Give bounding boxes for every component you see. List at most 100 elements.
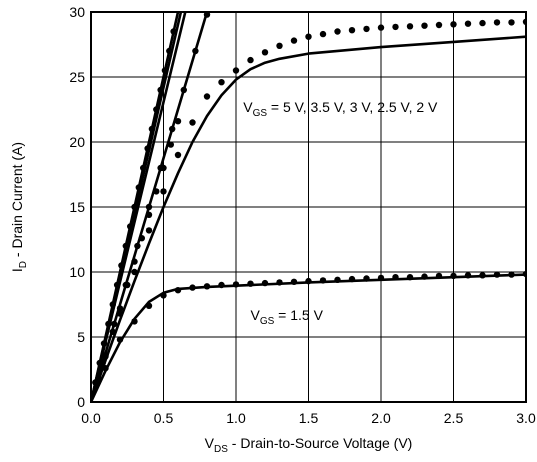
series-point xyxy=(169,125,176,133)
series-point xyxy=(134,242,141,250)
y-tick-label: 0 xyxy=(77,394,85,410)
series-point xyxy=(305,33,312,40)
series-point xyxy=(508,271,515,278)
series-point xyxy=(145,302,153,309)
series-point xyxy=(450,272,457,280)
series-point xyxy=(276,279,283,286)
series-point xyxy=(192,47,199,55)
x-tick-label: 1.0 xyxy=(226,410,246,426)
series-point xyxy=(334,28,341,35)
series-point xyxy=(406,23,414,30)
plot-frame xyxy=(90,11,527,403)
series-point xyxy=(102,365,109,372)
series-point xyxy=(305,277,312,285)
y-tick-label: 20 xyxy=(69,134,85,150)
series-point xyxy=(116,336,124,343)
series-point xyxy=(153,188,160,195)
series-point xyxy=(127,223,134,230)
annotation-rest: = 5 V, 3.5 V, 3 V, 2.5 V, 2 V xyxy=(267,99,438,115)
series-point xyxy=(113,281,121,289)
series-point xyxy=(138,235,145,242)
series-point xyxy=(290,278,298,285)
series-point xyxy=(157,86,164,94)
series-point xyxy=(421,273,428,280)
series-point xyxy=(276,42,283,49)
series-point xyxy=(189,284,196,291)
series-point xyxy=(508,19,515,26)
annotation-subscript: GS xyxy=(253,108,268,119)
series-point xyxy=(174,287,182,294)
series-point xyxy=(189,119,196,126)
x-axis-title-main: V xyxy=(205,435,215,451)
series-point xyxy=(135,184,142,191)
series-point xyxy=(170,28,177,35)
x-axis-title-subscript: DS xyxy=(214,444,228,455)
series-point xyxy=(203,12,211,18)
x-axis-title: VDS - Drain-to-Source Voltage (V) xyxy=(205,435,413,455)
series-point xyxy=(218,281,225,289)
series-point xyxy=(464,20,472,27)
annotation-main: V xyxy=(251,307,261,323)
series-point xyxy=(348,27,356,34)
series-point xyxy=(450,21,457,28)
series-point xyxy=(144,145,151,152)
series-point xyxy=(118,262,125,269)
series-point xyxy=(377,274,385,282)
series-point xyxy=(479,272,486,279)
series-point xyxy=(421,22,428,29)
grid-lines xyxy=(91,12,526,402)
series-point xyxy=(363,25,370,33)
x-tick-labels: 0.0 0.5 1.0 1.5 2.0 2.5 3.0 xyxy=(81,410,536,426)
series-point xyxy=(319,277,327,284)
x-tick-label: 0.0 xyxy=(81,410,101,426)
annotation-subscript: GS xyxy=(260,316,275,327)
series-point xyxy=(392,23,399,31)
y-tick-label: 30 xyxy=(69,4,85,20)
series-point xyxy=(363,275,370,282)
series-point xyxy=(102,353,109,360)
x-tick-label: 2.5 xyxy=(444,410,464,426)
series-point xyxy=(145,211,153,218)
series-point xyxy=(406,274,414,281)
series-point xyxy=(174,118,182,125)
series-point xyxy=(122,242,129,250)
series-point xyxy=(319,30,327,38)
series-line xyxy=(91,12,187,402)
series-point xyxy=(100,340,108,347)
series-point xyxy=(493,271,501,278)
annotation-vgs-low: VGS = 1.5 V xyxy=(251,307,324,327)
series-point xyxy=(479,19,486,27)
series-point xyxy=(148,125,156,133)
x-axis-title-rest: - Drain-to-Source Voltage (V) xyxy=(228,435,412,451)
series-point xyxy=(392,274,399,281)
x-tick-label: 3.0 xyxy=(516,410,536,426)
series-point xyxy=(348,275,356,283)
y-axis-title: ID - Drain Current (A) xyxy=(9,142,29,272)
series-point xyxy=(145,203,153,211)
series-point xyxy=(140,164,147,172)
y-tick-label: 15 xyxy=(69,199,85,215)
series-point xyxy=(464,272,472,279)
series-point xyxy=(105,320,112,328)
series-line xyxy=(91,35,526,402)
series-point xyxy=(493,19,501,26)
series-point xyxy=(203,93,211,100)
series-point xyxy=(161,67,169,74)
series-point xyxy=(435,272,443,280)
x-tick-label: 0.5 xyxy=(154,410,174,426)
series-point xyxy=(116,305,124,312)
series-point xyxy=(99,359,106,367)
y-axis-title-subscript: D xyxy=(18,261,29,268)
series-point xyxy=(377,24,385,31)
series-point xyxy=(180,86,187,94)
series-point xyxy=(435,21,443,29)
series-point xyxy=(232,281,240,288)
series-point xyxy=(109,301,117,308)
series-point xyxy=(160,292,167,299)
series-point xyxy=(111,320,118,328)
series-point xyxy=(131,318,138,325)
series-point xyxy=(131,203,138,211)
series-point xyxy=(174,151,182,159)
